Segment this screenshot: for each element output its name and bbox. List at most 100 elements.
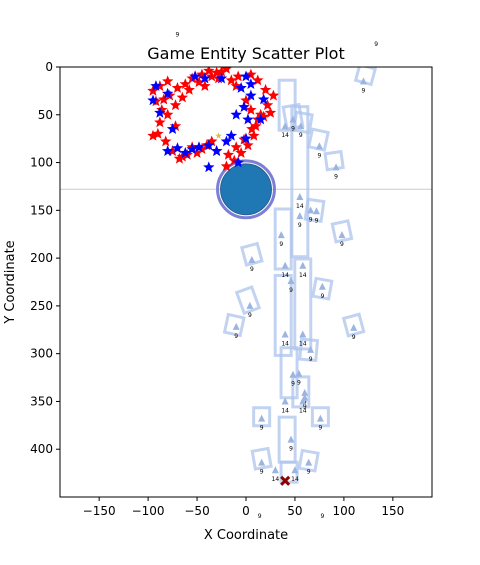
red-star-marker — [220, 160, 233, 172]
triangle-marker — [271, 466, 279, 474]
blue-star-marker — [232, 156, 244, 168]
red-star-marker — [250, 120, 262, 132]
triangle-label: 9 — [297, 380, 301, 387]
red-star-marker — [230, 80, 242, 91]
triangle-marker — [299, 261, 307, 269]
red-star-marker — [257, 110, 270, 122]
big-circle-entity — [220, 163, 272, 216]
blue-star-marker — [257, 93, 270, 105]
red-star-marker — [246, 123, 258, 134]
plot-frame — [59, 66, 433, 498]
triangle-label: 14 — [281, 132, 289, 139]
x-tick-label: 0 — [242, 504, 250, 518]
red-star-marker — [267, 89, 280, 101]
triangle-label: 14 — [299, 341, 307, 348]
blue-star-marker — [238, 101, 250, 112]
red-star-marker — [252, 74, 264, 86]
red-star-marker — [191, 147, 203, 158]
circle-ring — [216, 159, 276, 220]
red-star-marker — [245, 68, 257, 80]
triangle-label: 9 — [299, 132, 303, 139]
triangle-marker — [305, 458, 313, 466]
triangle-label: 9 — [303, 404, 307, 411]
triangle-label: 9 — [234, 333, 238, 340]
red-star-marker — [176, 91, 189, 103]
cross-marker — [280, 475, 291, 486]
triangle-marker — [301, 388, 309, 396]
red-star-marker — [147, 129, 159, 141]
wall-marker — [250, 446, 273, 471]
y-axis-label: Y Coordinate — [3, 240, 18, 324]
stray-label: 9 — [320, 513, 324, 520]
triangle-marker — [281, 261, 289, 269]
y-tick-label: 150 — [30, 203, 53, 217]
blue-star-marker — [245, 78, 257, 90]
triangle-marker — [299, 330, 307, 338]
stray-label: 9 — [374, 41, 378, 48]
small-star-marker — [215, 132, 222, 139]
triangle-marker — [281, 397, 289, 405]
triangle-label: 9 — [362, 87, 366, 94]
triangle-marker — [289, 115, 297, 123]
triangle-marker — [312, 207, 320, 215]
red-star-marker — [158, 93, 170, 105]
red-star-marker — [169, 99, 182, 111]
triangle-marker — [315, 142, 323, 150]
blue-star-marker — [203, 161, 215, 173]
triangle-label: 14 — [299, 407, 307, 414]
triangle-label: 9 — [289, 287, 293, 294]
axes: 999 9−150 −100 −50 0 50 100 1500501001502002503… — [30, 31, 404, 520]
red-star-marker — [228, 154, 240, 166]
x-tick-label: 50 — [287, 504, 302, 518]
blue-star-marker — [225, 129, 238, 141]
triangle-label: 9 — [318, 425, 322, 432]
x-tick-label: 150 — [381, 504, 404, 518]
blue-star-marker — [240, 132, 252, 144]
triangle-label: 9 — [298, 222, 302, 229]
y-tick-label: 50 — [38, 108, 53, 122]
red-star-marker — [220, 67, 233, 74]
triangle-label: 9 — [250, 266, 254, 273]
red-star-marker — [152, 127, 164, 139]
triangle-label: 9 — [352, 334, 356, 341]
red-star-marker — [245, 104, 257, 115]
blue-star-marker — [240, 70, 252, 82]
red-star-marker — [222, 148, 235, 160]
red-star-marker — [196, 143, 208, 155]
wall-marker — [252, 406, 272, 428]
red-star-marker — [179, 78, 192, 90]
blue-star-marker — [235, 82, 247, 93]
triangle-marker — [281, 122, 289, 130]
x-tick-label: −150 — [83, 504, 116, 518]
red-star-marker — [203, 67, 215, 76]
triangle-marker — [295, 369, 303, 377]
wall-marker — [293, 257, 313, 351]
blue-star-marker — [166, 123, 179, 134]
wall-marker — [279, 346, 299, 400]
triangle-marker — [338, 231, 346, 239]
triangle-label: 9 — [340, 241, 344, 248]
y-tick-label: 200 — [30, 251, 53, 265]
red-star-marker — [171, 82, 184, 93]
triangle-label: 9 — [260, 425, 264, 432]
blue-star-marker — [203, 139, 215, 151]
stray-label: 9 — [258, 513, 262, 520]
wall-marker — [290, 105, 310, 259]
triangle-marker — [287, 435, 295, 443]
blue-star-marker — [161, 87, 174, 99]
red-star-marker — [261, 99, 274, 111]
triangle-label: 9 — [291, 381, 295, 388]
red-star-marker — [230, 141, 242, 153]
triangle-label: 9 — [307, 469, 311, 476]
triangle-marker — [332, 163, 340, 171]
red-star-marker — [186, 72, 198, 84]
red-star-marker — [161, 75, 174, 87]
triangle-marker — [359, 77, 367, 85]
triangle-marker — [297, 122, 305, 130]
red-star-marker — [161, 108, 174, 120]
stray-label: 9 — [176, 31, 180, 38]
red-star-marker — [166, 145, 179, 156]
red-star-marker — [206, 70, 218, 82]
blue-star-marker — [215, 72, 228, 84]
